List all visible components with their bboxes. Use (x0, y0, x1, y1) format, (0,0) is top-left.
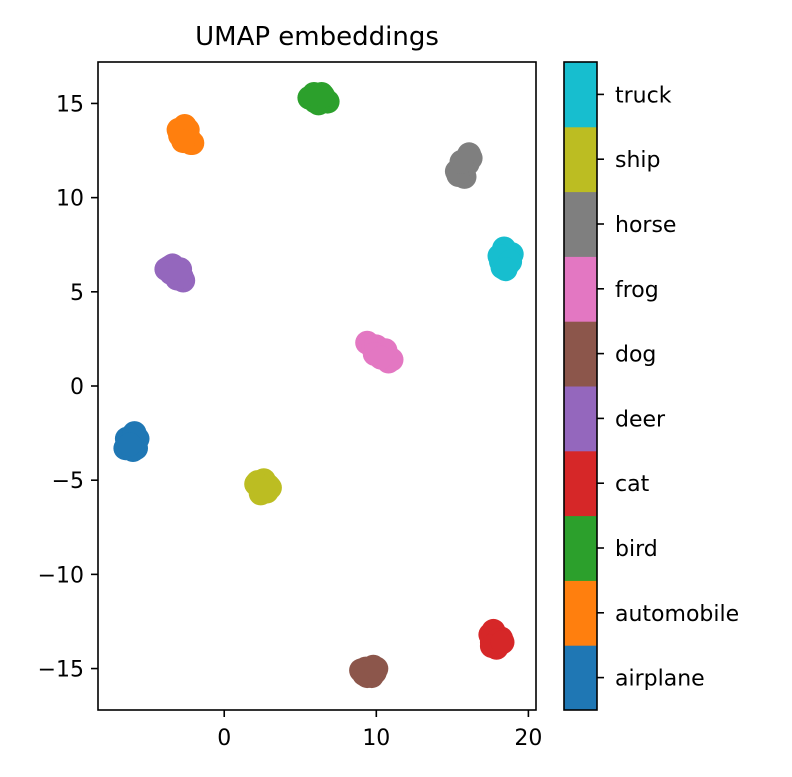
point-airplane-9 (117, 432, 142, 457)
y-tick-label-0: −15 (38, 658, 84, 683)
y-tick-label-6: 15 (56, 92, 84, 117)
colorbar-label-frog: frog (615, 278, 659, 303)
colorbar-swatch-truck (564, 62, 597, 128)
colorbar-swatch-automobile (564, 580, 597, 646)
colorbar-frame (563, 61, 598, 711)
colorbar-swatch-bird (564, 515, 597, 581)
cluster-truck (487, 236, 524, 282)
y-tick-label-1: −10 (38, 563, 84, 588)
point-dog-9 (364, 656, 389, 681)
point-cat-9 (490, 630, 515, 655)
x-tick-label-0: 0 (217, 726, 231, 751)
cluster-dog (349, 654, 389, 689)
colorbar: airplane automobile bird cat deer dog frog hors… (563, 61, 739, 711)
point-frog-9 (368, 345, 393, 370)
colorbar-label-cat: cat (615, 472, 650, 497)
cluster-horse (444, 142, 483, 189)
point-deer-9 (168, 257, 193, 282)
colorbar-swatch-ship (564, 126, 597, 193)
y-tick-label-3: 0 (70, 375, 84, 400)
cluster-automobile (166, 114, 205, 155)
point-automobile-9 (171, 129, 196, 154)
cluster-frog (355, 330, 404, 374)
y-tick-label-2: −5 (52, 469, 84, 494)
cluster-ship (244, 468, 282, 506)
colorbar-label-ship: ship (615, 148, 660, 173)
point-truck-9 (493, 257, 518, 282)
y-tick-label-5: 10 (56, 187, 84, 212)
cluster-bird (297, 82, 340, 116)
point-horse-9 (449, 149, 474, 174)
axes: 0 10 20 −15 −10 −5 0 5 10 15 (38, 61, 542, 751)
colorbar-swatch-dog (564, 321, 597, 387)
colorbar-label-airplane: airplane (615, 667, 705, 692)
cluster-airplane (113, 421, 150, 462)
colorbar-swatch-horse (564, 191, 597, 257)
colorbar-label-deer: deer (615, 407, 666, 432)
colorbar-swatch-cat (564, 450, 597, 517)
chart-title: UMAP embeddings (195, 22, 439, 52)
cluster-deer (154, 253, 196, 293)
colorbar-label-bird: bird (615, 537, 658, 562)
point-ship-9 (257, 475, 282, 500)
colorbar-label-horse: horse (615, 213, 676, 238)
colorbar-label-truck: truck (615, 83, 672, 108)
point-bird-9 (302, 82, 326, 106)
colorbar-swatch-frog (564, 256, 597, 322)
plot-area (113, 82, 524, 689)
colorbar-label-dog: dog (615, 343, 656, 368)
x-tick-label-2: 20 (514, 726, 542, 751)
colorbar-swatch-airplane (564, 645, 597, 711)
y-tick-label-4: 5 (70, 281, 84, 306)
colorbar-swatch-deer (564, 386, 597, 452)
cluster-cat (478, 618, 515, 660)
colorbar-label-automobile: automobile (615, 602, 739, 627)
x-tick-label-1: 10 (362, 726, 390, 751)
